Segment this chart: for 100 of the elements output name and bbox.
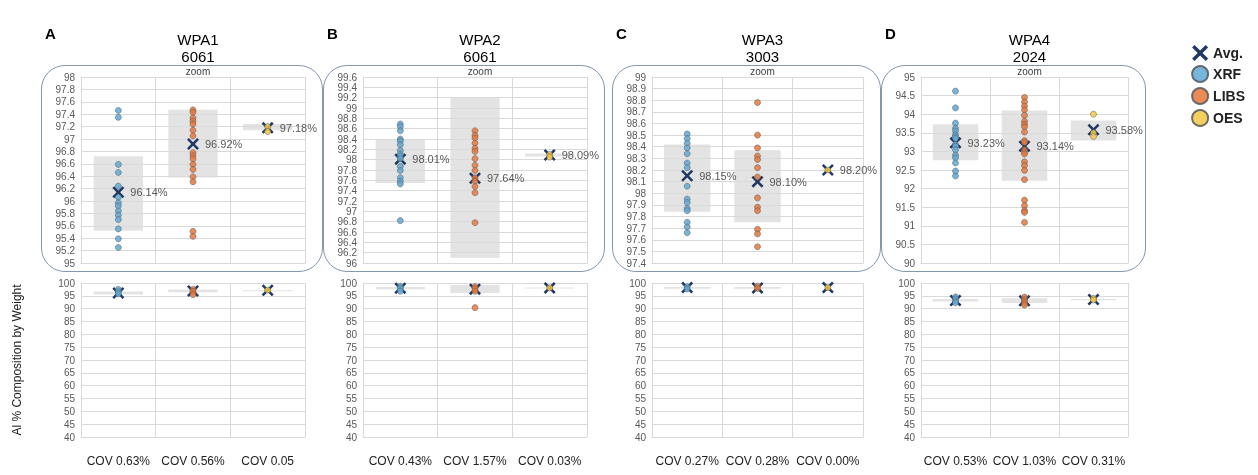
data-label: 96.92% [205, 137, 243, 150]
data-label: 96.14% [130, 186, 168, 199]
data-label: 98.09% [561, 149, 600, 162]
y-tick-label: 98.4 [626, 141, 647, 153]
y-tick-label: 100 [340, 277, 358, 289]
y-tick-label: 94 [903, 108, 916, 120]
y-tick-label: 96 [345, 257, 358, 269]
data-label: 97.18% [279, 121, 318, 134]
y-tick-label: 90.5 [895, 238, 916, 250]
y-tick-label: 55 [345, 393, 358, 404]
x-tick-label: COV 0.56% [161, 454, 226, 468]
y-tick-label: 95 [63, 257, 76, 269]
y-tick-label: 97.6 [626, 234, 647, 246]
y-tick-label: 93.5 [895, 127, 916, 139]
y-tick-label: 95.6 [55, 220, 76, 232]
y-tick-label: 98.2 [337, 143, 358, 155]
y-tick-label: 96.6 [55, 158, 76, 170]
legend-label: XRF [1213, 66, 1242, 82]
x-tick-label: COV 0.05 [241, 454, 295, 468]
y-tick-label: 98.7 [626, 106, 647, 118]
y-tick-label: 96.8 [55, 145, 76, 157]
chart-title: WPA2 6061 [459, 31, 501, 65]
y-tick-label: 45 [345, 418, 358, 430]
text: C [616, 25, 627, 42]
y-tick-label: 50 [63, 405, 76, 417]
data-label: 98.10% [769, 175, 808, 188]
y-tick-label: 100 [58, 277, 76, 289]
y-tick-label: 98.2 [626, 164, 647, 176]
y-tick-label: 92 [903, 183, 916, 195]
y-tick-label: 96.2 [337, 247, 358, 259]
x-tick-label: COV 0.28% [725, 454, 790, 468]
y-tick-label: 90 [903, 303, 916, 315]
y-tick-label: 90 [634, 303, 647, 315]
data-label: 98.15% [699, 169, 737, 182]
y-tick-label: 99 [345, 102, 358, 114]
y-tick-label: 98 [345, 154, 358, 166]
y-tick-label: 50 [903, 405, 916, 417]
y-axis-title: Al % Composition by Weight [10, 283, 24, 436]
y-tick-label: 96.6 [337, 226, 358, 238]
data-label: 98.01% [412, 153, 450, 166]
y-tick-label: 96 [63, 195, 76, 207]
y-tick-label: 85 [63, 316, 76, 327]
y-tick-label: 95 [903, 71, 916, 83]
y-tick-label: 60 [634, 380, 647, 392]
y-tick-label: 98.6 [626, 118, 647, 129]
x-tick-label: COV 0.00% [796, 454, 860, 468]
y-tick-label: 98.9 [626, 83, 647, 95]
y-tick-label: 97.8 [55, 83, 76, 95]
y-tick-label: 70 [634, 354, 647, 366]
y-tick-label: 91 [903, 220, 916, 232]
y-tick-label: 60 [345, 380, 358, 392]
y-tick-label: 40 [63, 431, 76, 443]
y-tick-label: 55 [634, 393, 647, 404]
y-tick-label: 40 [903, 431, 916, 443]
y-tick-label: 50 [634, 405, 647, 417]
y-tick-label: 97 [63, 133, 76, 145]
y-tick-label: 97.6 [55, 96, 76, 108]
chart-title: WPA4 2024 [1008, 31, 1051, 65]
y-tick-label: 75 [903, 341, 916, 353]
y-tick-label: 98.6 [337, 123, 358, 135]
y-tick-label: 40 [634, 431, 647, 443]
data-label: 93.14% [1036, 140, 1075, 153]
y-tick-label: 95.4 [55, 232, 76, 244]
y-tick-label: 70 [345, 354, 358, 366]
text: B [327, 25, 338, 42]
y-tick-label: 95 [903, 290, 916, 302]
y-tick-label: 45 [63, 418, 76, 430]
y-tick-label: 98.1 [626, 176, 647, 188]
y-tick-label: 97.2 [337, 195, 358, 207]
y-tick-label: 45 [634, 418, 647, 430]
legend-label: OES [1213, 110, 1243, 126]
data-label: 93.58% [1105, 123, 1144, 136]
y-tick-label: 97.4 [626, 257, 647, 269]
y-tick-label: 65 [903, 367, 916, 379]
y-tick-label: 98.3 [626, 152, 647, 164]
y-tick-label: 99 [634, 71, 647, 83]
x-tick-label: COV 0.63% [86, 454, 151, 468]
y-tick-label: 97.5 [626, 245, 647, 257]
y-tick-label: 99.6 [337, 71, 358, 83]
x-tick-label: COV 0.31% [1061, 454, 1126, 468]
y-tick-label: 96.4 [337, 236, 358, 248]
y-tick-label: 50 [345, 405, 358, 417]
y-tick-label: 80 [903, 328, 916, 340]
y-tick-label: 60 [63, 380, 76, 392]
x-tick-label: COV 0.43% [368, 454, 433, 468]
text: D [885, 25, 896, 42]
y-tick-label: 95 [63, 290, 76, 302]
y-tick-label: 97 [345, 205, 358, 217]
y-tick-label: 90 [63, 303, 76, 315]
y-tick-label: 95 [634, 290, 647, 302]
y-tick-label: 75 [63, 341, 76, 353]
y-tick-label: 98.8 [337, 112, 358, 124]
y-tick-label: 80 [345, 328, 358, 340]
x-tick-label: COV 0.27% [655, 454, 720, 468]
y-tick-label: 100 [629, 277, 647, 289]
y-tick-label: 90 [345, 303, 358, 315]
y-tick-label: 90 [903, 257, 916, 269]
y-tick-label: 85 [345, 316, 358, 327]
y-tick-label: 97.4 [337, 185, 358, 197]
y-tick-label: 45 [903, 418, 916, 430]
